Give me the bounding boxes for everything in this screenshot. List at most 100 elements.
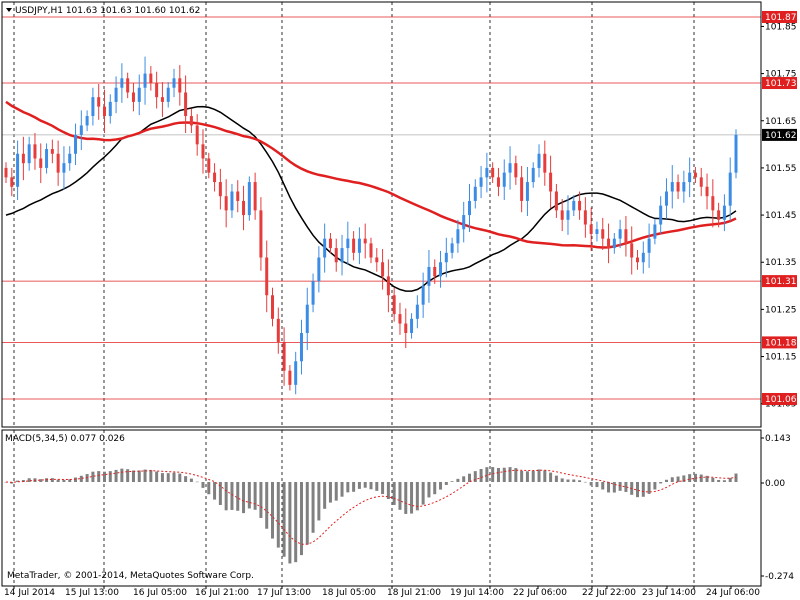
macd-bar [265,482,269,529]
candle-body [328,238,332,249]
macd-bar [317,482,321,521]
macd-bar [242,482,246,514]
macd-bar [236,482,240,511]
candle-body [172,78,176,88]
candle-body [160,97,164,102]
price-panel-border [1,1,762,428]
macd-bar [323,482,327,509]
candle-body [247,182,251,216]
level-price-tag [762,77,797,90]
macd-bar [178,473,182,482]
candle-body [207,158,211,173]
candle-body [149,73,153,84]
candle-body [91,97,95,117]
candle-body [404,323,408,333]
candle-body [607,238,611,249]
macd-bar [346,482,350,493]
candle-body [259,210,263,258]
time-tick-label: 24 Jul 06:00 [706,588,760,598]
candle-body [485,167,489,178]
candle-body [421,285,425,305]
horizontal-levels [2,16,761,400]
candle-body [39,158,43,168]
candle-body [624,229,628,244]
macd-bar [664,479,668,482]
candle-body [10,177,14,187]
candle-body [589,224,593,234]
level-price-tag [762,393,797,405]
candle-body [114,87,118,102]
macd-bar [218,482,222,505]
candle-body [62,163,66,173]
candle-body [560,210,564,220]
candle-body [618,229,622,239]
macd-bar [444,482,448,485]
time-tick-label: 17 Jul 13:00 [257,588,311,598]
macd-bar [549,472,553,482]
candle-body [473,186,477,201]
candle-body [108,101,112,117]
macd-bar [647,482,651,494]
level-price-tag [762,336,797,349]
candle-body [271,295,275,319]
candle-body [578,200,582,211]
macd-bar [299,482,303,556]
macd-bar [155,471,159,482]
macd-bar [491,467,495,482]
macd-bar [572,479,576,482]
candle-body [357,238,361,253]
macd-bar [195,481,199,483]
candle-body [120,78,124,88]
macd-bar [39,479,43,482]
macd-bar [91,471,95,482]
candle-body [525,182,529,201]
candle-body [636,257,640,263]
price-tick-label: 101.65 [765,117,797,127]
macd-bar [160,473,164,482]
macd-bar [520,470,524,482]
macd-bar [410,482,414,514]
candle-body [375,257,379,263]
macd-panel [4,467,738,564]
macd-bar [369,482,373,490]
macd-bar [456,478,460,482]
macd-bar [450,481,454,482]
candle-body [276,318,280,343]
macd-bar [728,477,732,482]
candle-body [68,153,72,164]
price-tick-label: 101.75 [765,70,797,80]
macd-bar [166,473,170,482]
macd-signal-line [5,469,737,545]
candle-body [653,224,657,239]
candle-body [647,238,651,253]
macd-bar [357,482,361,489]
macd-bar [50,478,54,482]
macd-bar [311,482,315,533]
time-tick-label: 22 Jul 06:00 [513,588,567,598]
macd-bar [386,482,390,500]
macd-bar [537,469,541,482]
macd-bar [607,482,611,493]
macd-bar [271,482,275,539]
candle-body [543,153,547,173]
chevron-down-icon[interactable] [6,8,12,12]
candle-body [630,243,634,258]
candle-body [97,97,101,107]
candle-body [514,163,518,178]
macd-bar [566,479,570,482]
macd-bar [114,469,118,482]
candle-body [699,177,703,187]
macd-bar [578,480,582,482]
candle-body [410,318,414,333]
candle-body [531,167,535,183]
macd-bar [328,482,332,503]
candle-body [131,92,135,102]
macd-bar [352,482,356,492]
candle-body [491,167,495,178]
time-tick-label: 22 Jul 22:00 [582,588,636,598]
candle-body [676,182,680,192]
candle-body [659,205,663,225]
macd-bar [398,482,402,510]
candle-body [682,182,686,192]
